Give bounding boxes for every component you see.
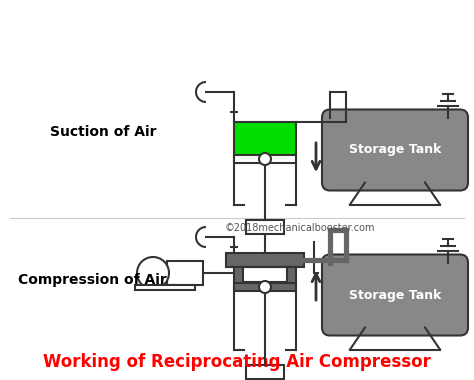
- Bar: [135, 285, 195, 290]
- Text: Suction of Air: Suction of Air: [50, 125, 156, 139]
- FancyBboxPatch shape: [322, 109, 468, 190]
- Bar: [234, 267, 296, 283]
- Bar: [234, 155, 296, 163]
- Circle shape: [259, 281, 271, 293]
- Bar: [167, 261, 203, 285]
- Text: ©2018mechanicalbooster.com: ©2018mechanicalbooster.com: [225, 223, 375, 233]
- FancyBboxPatch shape: [322, 255, 468, 336]
- Bar: [246, 365, 284, 379]
- Circle shape: [137, 257, 169, 289]
- Bar: [226, 253, 304, 267]
- Text: Storage Tank: Storage Tank: [349, 144, 441, 157]
- Bar: [246, 220, 284, 234]
- Text: Working of Reciprocating Air Compressor: Working of Reciprocating Air Compressor: [43, 353, 431, 371]
- Bar: [234, 283, 296, 291]
- Bar: [234, 122, 296, 155]
- Text: Storage Tank: Storage Tank: [349, 288, 441, 301]
- Circle shape: [259, 153, 271, 165]
- Bar: [234, 283, 296, 350]
- Text: Compression of Air: Compression of Air: [18, 273, 167, 287]
- Bar: [243, 264, 287, 282]
